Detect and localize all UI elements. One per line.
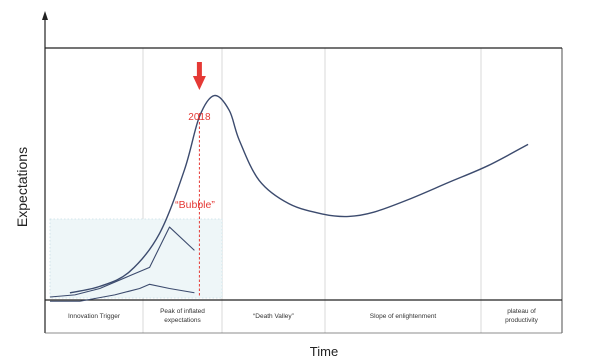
y-axis-title: Expectations (14, 147, 30, 227)
y-axis-arrow (42, 11, 48, 20)
curves (49, 94, 529, 302)
phase-label-4-line-1: Slope of enlightenment (370, 313, 437, 320)
bubble-inset-region (49, 218, 223, 299)
phase-label-2-line-2: expectations (164, 317, 201, 324)
phase-label-5-line-1: plateau of (507, 308, 536, 315)
phase-label-3-line-1: “Death Valley” (253, 313, 294, 320)
x-axis-title: Time (310, 344, 338, 359)
bubble-inset-box (49, 218, 223, 299)
peak-arrow-head (192, 76, 206, 90)
phase-label-1-line-1: Innovation Trigger (68, 313, 121, 320)
chart-frame (42, 11, 563, 334)
phase-labels: Innovation Trigger Peak of inflated expect… (68, 308, 539, 324)
bubble-label: “Bubble” (175, 199, 215, 211)
annotations: 2018 “Bubble” (175, 62, 215, 297)
series-line-2 (49, 226, 195, 298)
series-line-main (69, 94, 529, 294)
phase-label-2-line-1: Peak of inflated (160, 308, 205, 315)
series-line-3 (50, 283, 195, 302)
peak-arrow-shaft (196, 62, 202, 76)
peak-year-label: 2018 (188, 112, 211, 123)
phase-label-5-line-2: productivity (505, 317, 539, 324)
